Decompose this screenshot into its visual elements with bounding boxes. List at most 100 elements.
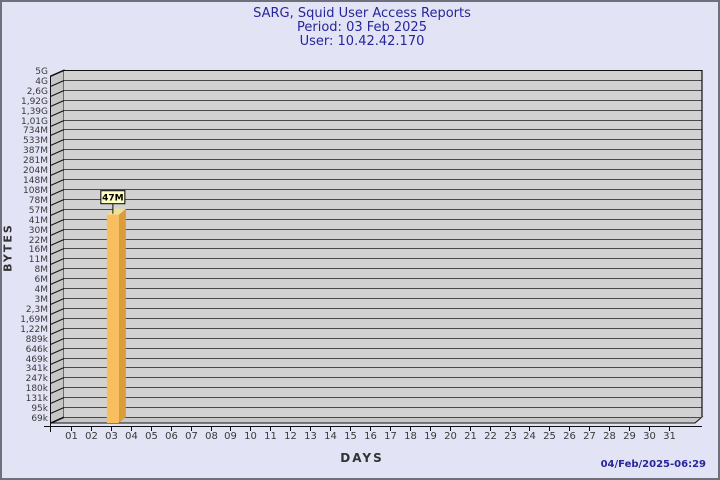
- y-tick-3d: [50, 387, 65, 394]
- y-axis-title: BYTES: [1, 223, 15, 272]
- x-tick-label: 12: [284, 431, 297, 442]
- x-tick-label: 08: [205, 431, 218, 442]
- x-tick-label: 16: [364, 431, 377, 442]
- y-tick-label: 16M: [29, 245, 48, 255]
- x-tick-label: 02: [85, 431, 98, 442]
- x-tick-label: 17: [384, 431, 397, 442]
- y-tick-3d: [50, 308, 65, 315]
- y-tick-3d: [50, 407, 65, 414]
- y-tick-label: 646k: [26, 345, 49, 355]
- y-tick-label: 4G: [35, 77, 48, 87]
- x-tick-label: 19: [424, 431, 437, 442]
- y-tick-label: 5G: [35, 67, 48, 77]
- x-tick-label: 24: [523, 431, 536, 442]
- y-tick-3d: [50, 288, 65, 295]
- x-tick-label: 18: [404, 431, 417, 442]
- y-tick-3d: [50, 90, 65, 97]
- bar-front-face: [106, 214, 119, 423]
- y-tick-label: 1,39G: [21, 107, 48, 117]
- y-tick-label: 2,6G: [27, 87, 48, 97]
- y-tick-3d: [50, 268, 65, 275]
- y-tick-label: 889k: [26, 335, 49, 345]
- x-tick-label: 28: [603, 431, 616, 442]
- y-tick-label: 4M: [35, 285, 49, 295]
- y-tick-label: 2,3M: [26, 305, 48, 315]
- y-tick-label: 78M: [29, 196, 48, 206]
- bar-value-label: 47M: [102, 194, 124, 204]
- y-tick-label: 57M: [29, 206, 48, 216]
- y-tick-label: 148M: [23, 176, 48, 186]
- x-tick-label: 29: [623, 431, 636, 442]
- x-tick-label: 09: [224, 431, 237, 442]
- y-tick-3d: [50, 149, 65, 156]
- y-tick-label: 41M: [29, 216, 48, 226]
- x-tick-label: 22: [484, 431, 497, 442]
- y-tick-3d: [50, 258, 65, 265]
- x-tick-label: 30: [643, 431, 656, 442]
- generated-timestamp: 04/Feb/2025-06:29: [600, 459, 706, 470]
- y-tick-3d: [50, 100, 65, 107]
- x-axis-title: DAYS: [340, 451, 384, 465]
- y-tick-3d: [50, 417, 65, 424]
- y-tick-label: 247k: [26, 374, 49, 384]
- y-tick-3d: [50, 397, 65, 404]
- x-tick-label: 25: [543, 431, 556, 442]
- x-tick-label: 23: [504, 431, 517, 442]
- y-tick-3d: [50, 110, 65, 117]
- y-tick-3d: [50, 229, 65, 236]
- bar-top-face: [106, 208, 126, 215]
- y-tick-label: 8M: [35, 265, 49, 275]
- x-tick-label: 14: [324, 431, 337, 442]
- y-tick-label: 131k: [26, 394, 49, 404]
- x-tick-label: 05: [145, 431, 158, 442]
- x-tick-label: 20: [444, 431, 457, 442]
- chart-title: SARG, Squid User Access Reports: [253, 6, 471, 21]
- y-tick-3d: [50, 278, 65, 285]
- x-tick-label: 15: [344, 431, 357, 442]
- chart-user: User: 10.42.42.170: [299, 34, 425, 49]
- y-tick-label: 11M: [29, 255, 48, 265]
- y-tick-3d: [50, 338, 65, 345]
- y-tick-3d: [50, 70, 65, 77]
- y-tick-label: 1,22M: [20, 325, 48, 335]
- y-tick-label: 95k: [31, 404, 48, 414]
- y-tick-label: 3M: [35, 295, 49, 305]
- y-tick-3d: [50, 80, 65, 87]
- x-tick-label: 07: [185, 431, 198, 442]
- y-tick-3d: [50, 239, 65, 246]
- y-tick-label: 30M: [29, 226, 48, 236]
- plot-back-wall: [64, 70, 702, 417]
- y-tick-label: 1,01G: [21, 117, 48, 127]
- y-tick-label: 1,92G: [21, 97, 48, 107]
- y-tick-3d: [50, 169, 65, 176]
- y-tick-label: 108M: [23, 186, 48, 196]
- y-tick-3d: [50, 367, 65, 374]
- x-tick-label: 04: [125, 431, 138, 442]
- y-tick-label: 533M: [23, 136, 48, 146]
- x-tick-label: 27: [583, 431, 596, 442]
- y-tick-3d: [50, 348, 65, 355]
- x-tick-label: 21: [464, 431, 477, 442]
- y-tick-label: 341k: [26, 364, 49, 374]
- bar-side-face: [118, 208, 126, 423]
- y-tick-3d: [50, 189, 65, 196]
- y-tick-3d: [50, 129, 65, 136]
- y-tick-label: 204M: [23, 166, 48, 176]
- y-tick-3d: [50, 318, 65, 325]
- y-tick-3d: [50, 219, 65, 226]
- x-tick-label: 11: [264, 431, 277, 442]
- x-tick-label: 03: [105, 431, 118, 442]
- x-tick-label: 31: [663, 431, 676, 442]
- y-tick-label: 180k: [26, 384, 49, 394]
- y-tick-3d: [50, 298, 65, 305]
- y-tick-label: 469k: [26, 355, 49, 365]
- y-tick-3d: [50, 159, 65, 166]
- chart-period: Period: 03 Feb 2025: [297, 20, 427, 35]
- y-tick-label: 281M: [23, 156, 48, 166]
- x-tick-label: 26: [563, 431, 576, 442]
- y-tick-label: 734M: [23, 126, 48, 136]
- y-tick-3d: [50, 358, 65, 365]
- y-tick-3d: [50, 328, 65, 335]
